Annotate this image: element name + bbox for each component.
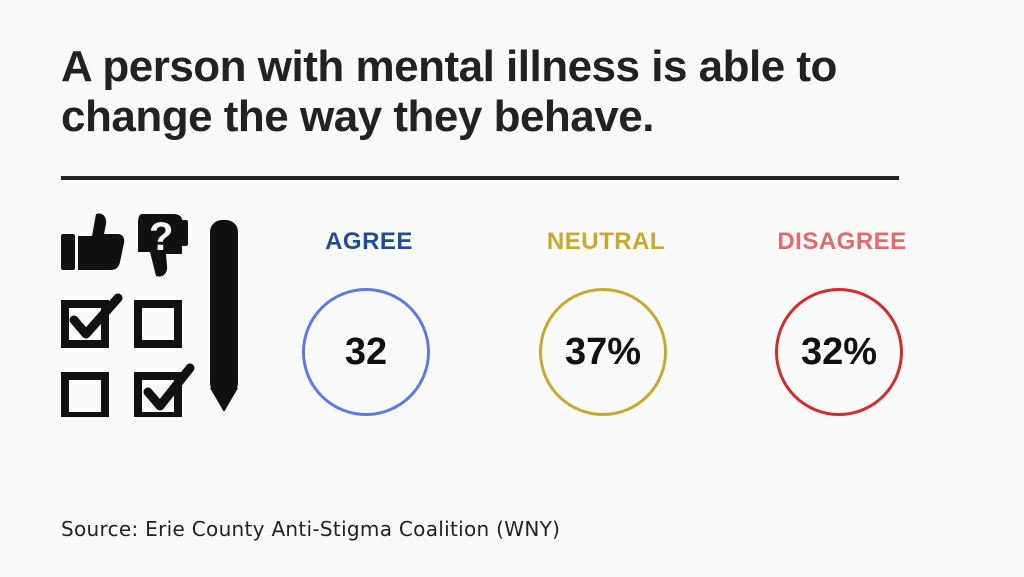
stat-disagree: DISAGREE 32% xyxy=(742,226,942,416)
stat-label-neutral: NEUTRAL xyxy=(546,228,666,255)
stat-neutral: NEUTRAL 37% xyxy=(506,226,706,416)
pencil-icon xyxy=(210,220,238,412)
thumbs-up-icon xyxy=(61,213,125,270)
svg-text:?: ? xyxy=(149,215,173,259)
source-text: Source: Erie County Anti-Stigma Coalitio… xyxy=(61,517,561,541)
thumbs-down-icon xyxy=(138,214,188,277)
stat-label-disagree: DISAGREE xyxy=(777,228,907,255)
stat-circle-disagree: 32% xyxy=(775,288,903,416)
checkmark-icons xyxy=(69,293,195,411)
survey-icon: ? xyxy=(61,213,238,417)
stat-value-agree: 32 xyxy=(344,330,388,373)
stat-circle-agree: 32 xyxy=(302,288,430,416)
stat-value-disagree: 32% xyxy=(800,330,878,373)
checkbox-grid-icon xyxy=(61,300,182,417)
divider xyxy=(61,176,899,180)
stat-agree: AGREE 32 xyxy=(269,226,469,416)
stat-value-neutral: 37% xyxy=(564,330,642,373)
stat-circle-neutral: 37% xyxy=(539,288,667,416)
stat-label-agree: AGREE xyxy=(325,228,413,255)
page-title: A person with mental illness is able to … xyxy=(61,42,837,141)
